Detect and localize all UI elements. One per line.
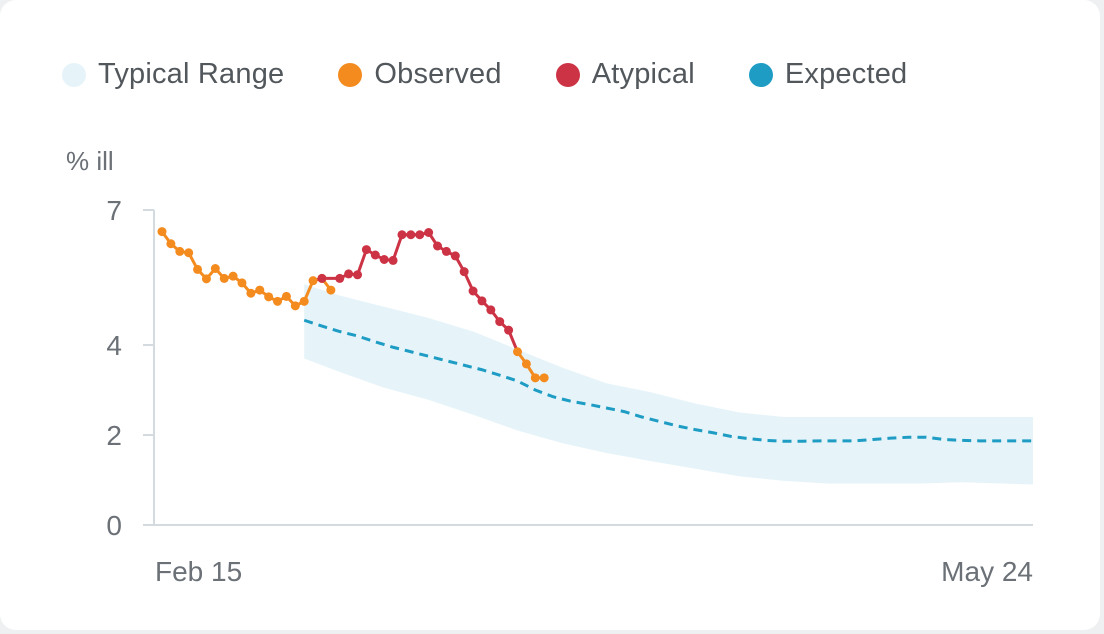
observed-point-10 bbox=[246, 288, 256, 298]
atypical-point-14 bbox=[441, 246, 451, 256]
observed-point-23 bbox=[539, 373, 549, 383]
atypical-point-21 bbox=[504, 325, 514, 335]
legend-item-atypical: Atypical bbox=[555, 58, 695, 91]
atypical-point-7 bbox=[379, 255, 389, 264]
observed-point-5 bbox=[201, 274, 211, 284]
observed-point-22 bbox=[530, 373, 540, 383]
atypical-point-5 bbox=[361, 245, 371, 255]
atypical-point-8 bbox=[388, 255, 398, 265]
y-tick-label-7: 7 bbox=[106, 195, 122, 226]
atypical-point-16 bbox=[459, 267, 469, 277]
observed-point-11 bbox=[255, 285, 265, 295]
atypical-point-10 bbox=[406, 230, 416, 240]
legend-label-atypical: Atypical bbox=[591, 58, 695, 90]
atypical-point-4 bbox=[353, 270, 363, 280]
plot-area bbox=[157, 227, 1033, 485]
observed-point-19 bbox=[326, 285, 336, 295]
legend-swatch-atypical bbox=[555, 62, 580, 87]
observed-point-16 bbox=[299, 296, 309, 306]
atypical-point-18 bbox=[477, 296, 487, 306]
atypical-point-6 bbox=[370, 250, 380, 260]
atypical-point-11 bbox=[415, 230, 425, 240]
legend-label-expected: Expected bbox=[784, 58, 908, 90]
typical-range-band bbox=[304, 284, 1033, 485]
observed-point-1 bbox=[166, 239, 176, 249]
atypical-point-20 bbox=[495, 317, 505, 327]
observed-point-7 bbox=[219, 273, 229, 283]
observed-point-8 bbox=[228, 271, 238, 281]
y-axis-title: % ill bbox=[66, 146, 114, 176]
observed-point-3 bbox=[184, 248, 194, 258]
legend-item-observed: Observed bbox=[338, 58, 502, 91]
atypical-point-17 bbox=[468, 286, 478, 296]
chart-legend: Typical Range Observed Atypical Expected bbox=[62, 58, 961, 91]
observed-point-14 bbox=[281, 291, 291, 301]
observed-point-17 bbox=[308, 276, 318, 286]
legend-swatch-observed bbox=[338, 62, 363, 87]
observed-point-0 bbox=[157, 227, 167, 237]
legend-item-expected: Expected bbox=[748, 58, 908, 91]
atypical-point-1 bbox=[317, 273, 327, 283]
observed-point-15 bbox=[290, 301, 300, 311]
atypical-point-2 bbox=[335, 273, 345, 283]
observed-point-21 bbox=[521, 359, 531, 369]
atypical-point-9 bbox=[397, 230, 407, 240]
observed-point-6 bbox=[210, 264, 220, 273]
legend-label-observed: Observed bbox=[374, 58, 502, 90]
observed-point-12 bbox=[264, 292, 274, 302]
observed-point-4 bbox=[193, 264, 203, 274]
legend-swatch-expected bbox=[748, 62, 773, 87]
y-axis-ticks: 0 2 4 7 bbox=[106, 195, 154, 541]
atypical-point-19 bbox=[486, 305, 496, 315]
observed-point-20 bbox=[513, 347, 523, 357]
legend-swatch-typical-range bbox=[62, 62, 86, 87]
legend-label-typical-range: Typical Range bbox=[98, 58, 285, 90]
expected-line bbox=[303, 318, 1033, 443]
observed-line-segment-0 bbox=[160, 230, 333, 308]
atypical-point-15 bbox=[450, 251, 460, 261]
y-tick-label-0: 0 bbox=[106, 510, 122, 541]
y-tick-label-2: 2 bbox=[106, 420, 122, 451]
atypical-point-3 bbox=[344, 269, 354, 279]
x-tick-label-end: May 24 bbox=[941, 556, 1033, 587]
atypical-point-13 bbox=[433, 241, 443, 251]
observed-point-9 bbox=[237, 278, 247, 288]
observed-point-2 bbox=[175, 246, 185, 256]
x-tick-label-start: Feb 15 bbox=[155, 556, 242, 587]
atypical-point-12 bbox=[424, 228, 434, 237]
y-tick-label-4: 4 bbox=[106, 330, 122, 361]
observed-point-13 bbox=[273, 296, 283, 306]
legend-item-typical-range: Typical Range bbox=[62, 58, 284, 91]
